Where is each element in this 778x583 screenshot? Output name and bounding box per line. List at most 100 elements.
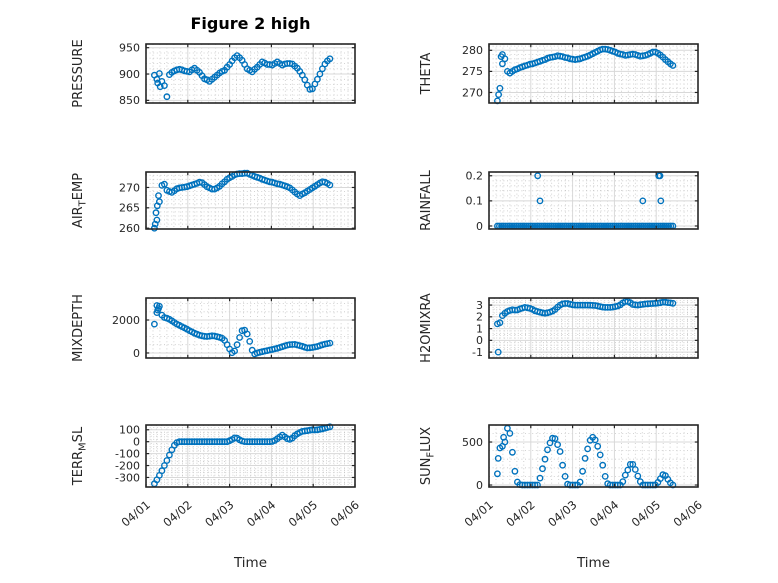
data-point	[556, 448, 564, 455]
ytick-label-h2omixra: 1	[476, 322, 483, 335]
markers	[150, 169, 334, 232]
data-point	[539, 465, 546, 473]
data-point	[579, 467, 586, 475]
data-point	[236, 334, 244, 341]
ylabel-h2omixra: H2OMIXRA	[419, 293, 434, 363]
data-point	[541, 455, 549, 463]
ylabel-terr-msl: TERRMSL	[71, 426, 89, 486]
subplot-air-temp: 260 265 270 AIRTEMP	[71, 169, 356, 235]
data-point	[231, 347, 239, 355]
ylabel-mixdepth: MIXDEPTH	[71, 294, 86, 362]
data-point	[594, 442, 602, 450]
data-point	[316, 70, 324, 78]
data-point	[669, 62, 677, 69]
axis-ticks	[145, 425, 356, 487]
ytick-label-h2omixra: -1	[472, 346, 483, 359]
ytick-label-theta: 270	[462, 86, 483, 99]
data-point	[246, 337, 254, 345]
markers	[493, 298, 677, 356]
ytick-label-rainfall: 0.1	[466, 195, 484, 208]
ytick-label-sun-flux: 0	[476, 479, 483, 492]
ytick-label-h2omixra: 2	[476, 311, 483, 324]
ytick-label-air-temp: 260	[119, 222, 140, 235]
markers	[150, 302, 334, 358]
ytick-label-pressure: 900	[119, 68, 140, 81]
axis-ticks	[488, 44, 699, 103]
grid-minor	[146, 172, 355, 229]
data-point	[596, 451, 604, 459]
ytick-label-air-temp: 265	[119, 202, 140, 215]
data-point	[591, 436, 599, 444]
ytick-label-terr-msl: 0	[133, 436, 140, 449]
data-point	[496, 319, 504, 327]
plot-frame	[488, 424, 699, 488]
ylabel-theta: THETA	[419, 53, 434, 96]
plot-frame	[488, 43, 699, 104]
data-point	[634, 472, 642, 480]
data-point	[656, 172, 664, 180]
ytick-label-air-temp: 270	[119, 181, 140, 194]
data-point	[155, 192, 162, 200]
plot-frame	[145, 297, 356, 359]
data-point	[554, 441, 561, 448]
data-point	[160, 180, 168, 188]
data-point	[150, 320, 158, 328]
axis-ticks	[145, 172, 356, 229]
grid-major	[146, 172, 355, 229]
ylabel-pressure: PRESSURE	[71, 39, 86, 107]
ylabel-sun-flux: SUNFLUX	[419, 427, 437, 485]
subplot-rainfall: 0 0.1 0.2 RAINFALL	[419, 169, 699, 233]
data-point	[657, 197, 665, 205]
ytick-label-mixdepth: 0	[133, 347, 140, 360]
grid-minor	[489, 172, 698, 229]
data-point	[153, 202, 161, 210]
ytick-label-pressure: 950	[119, 42, 140, 55]
data-point	[619, 478, 627, 485]
data-point	[155, 305, 162, 312]
ylabel-air-temp: AIRTEMP	[71, 173, 89, 228]
data-point	[629, 460, 637, 468]
markers	[150, 423, 334, 488]
data-point	[561, 472, 569, 480]
data-point	[494, 454, 502, 462]
data-point	[639, 197, 647, 205]
plot-frame	[145, 171, 356, 230]
ytick-label-terr-msl: -100	[115, 447, 140, 460]
data-point	[301, 76, 309, 84]
ytick-label-mixdepth: 2000	[112, 314, 140, 327]
data-point	[156, 83, 164, 91]
data-point	[496, 84, 504, 92]
xlabel-time: Time	[233, 555, 267, 571]
data-point	[163, 457, 171, 464]
subplot-theta: 270 275 280 THETA	[419, 43, 699, 105]
data-point	[160, 82, 168, 90]
data-point	[233, 341, 241, 349]
figure-title: Figure 2 high	[191, 14, 311, 33]
data-point	[631, 466, 639, 473]
ytick-label-terr-msl: -200	[115, 459, 140, 472]
markers	[493, 45, 677, 105]
data-point	[495, 91, 502, 99]
data-point	[313, 75, 321, 83]
data-point	[165, 451, 173, 459]
axis-ticks	[488, 425, 699, 487]
data-point	[626, 460, 634, 468]
data-point	[551, 435, 559, 442]
ytick-label-theta: 280	[462, 44, 483, 57]
data-point	[621, 471, 629, 479]
data-point	[497, 53, 505, 60]
data-point	[559, 461, 566, 469]
data-point	[493, 470, 501, 478]
data-point	[498, 60, 506, 68]
ytick-label-sun-flux: 500	[462, 436, 483, 449]
data-point	[601, 472, 609, 480]
ytick-label-pressure: 850	[119, 94, 140, 107]
ytick-label-theta: 275	[462, 65, 483, 78]
data-point	[544, 446, 551, 454]
subplot-mixdepth: 0 2000 MIXDEPTH	[71, 294, 356, 362]
ytick-label-terr-msl: 100	[119, 424, 140, 437]
data-point	[509, 448, 516, 456]
axis-ticks	[145, 44, 356, 103]
data-point	[151, 220, 159, 228]
